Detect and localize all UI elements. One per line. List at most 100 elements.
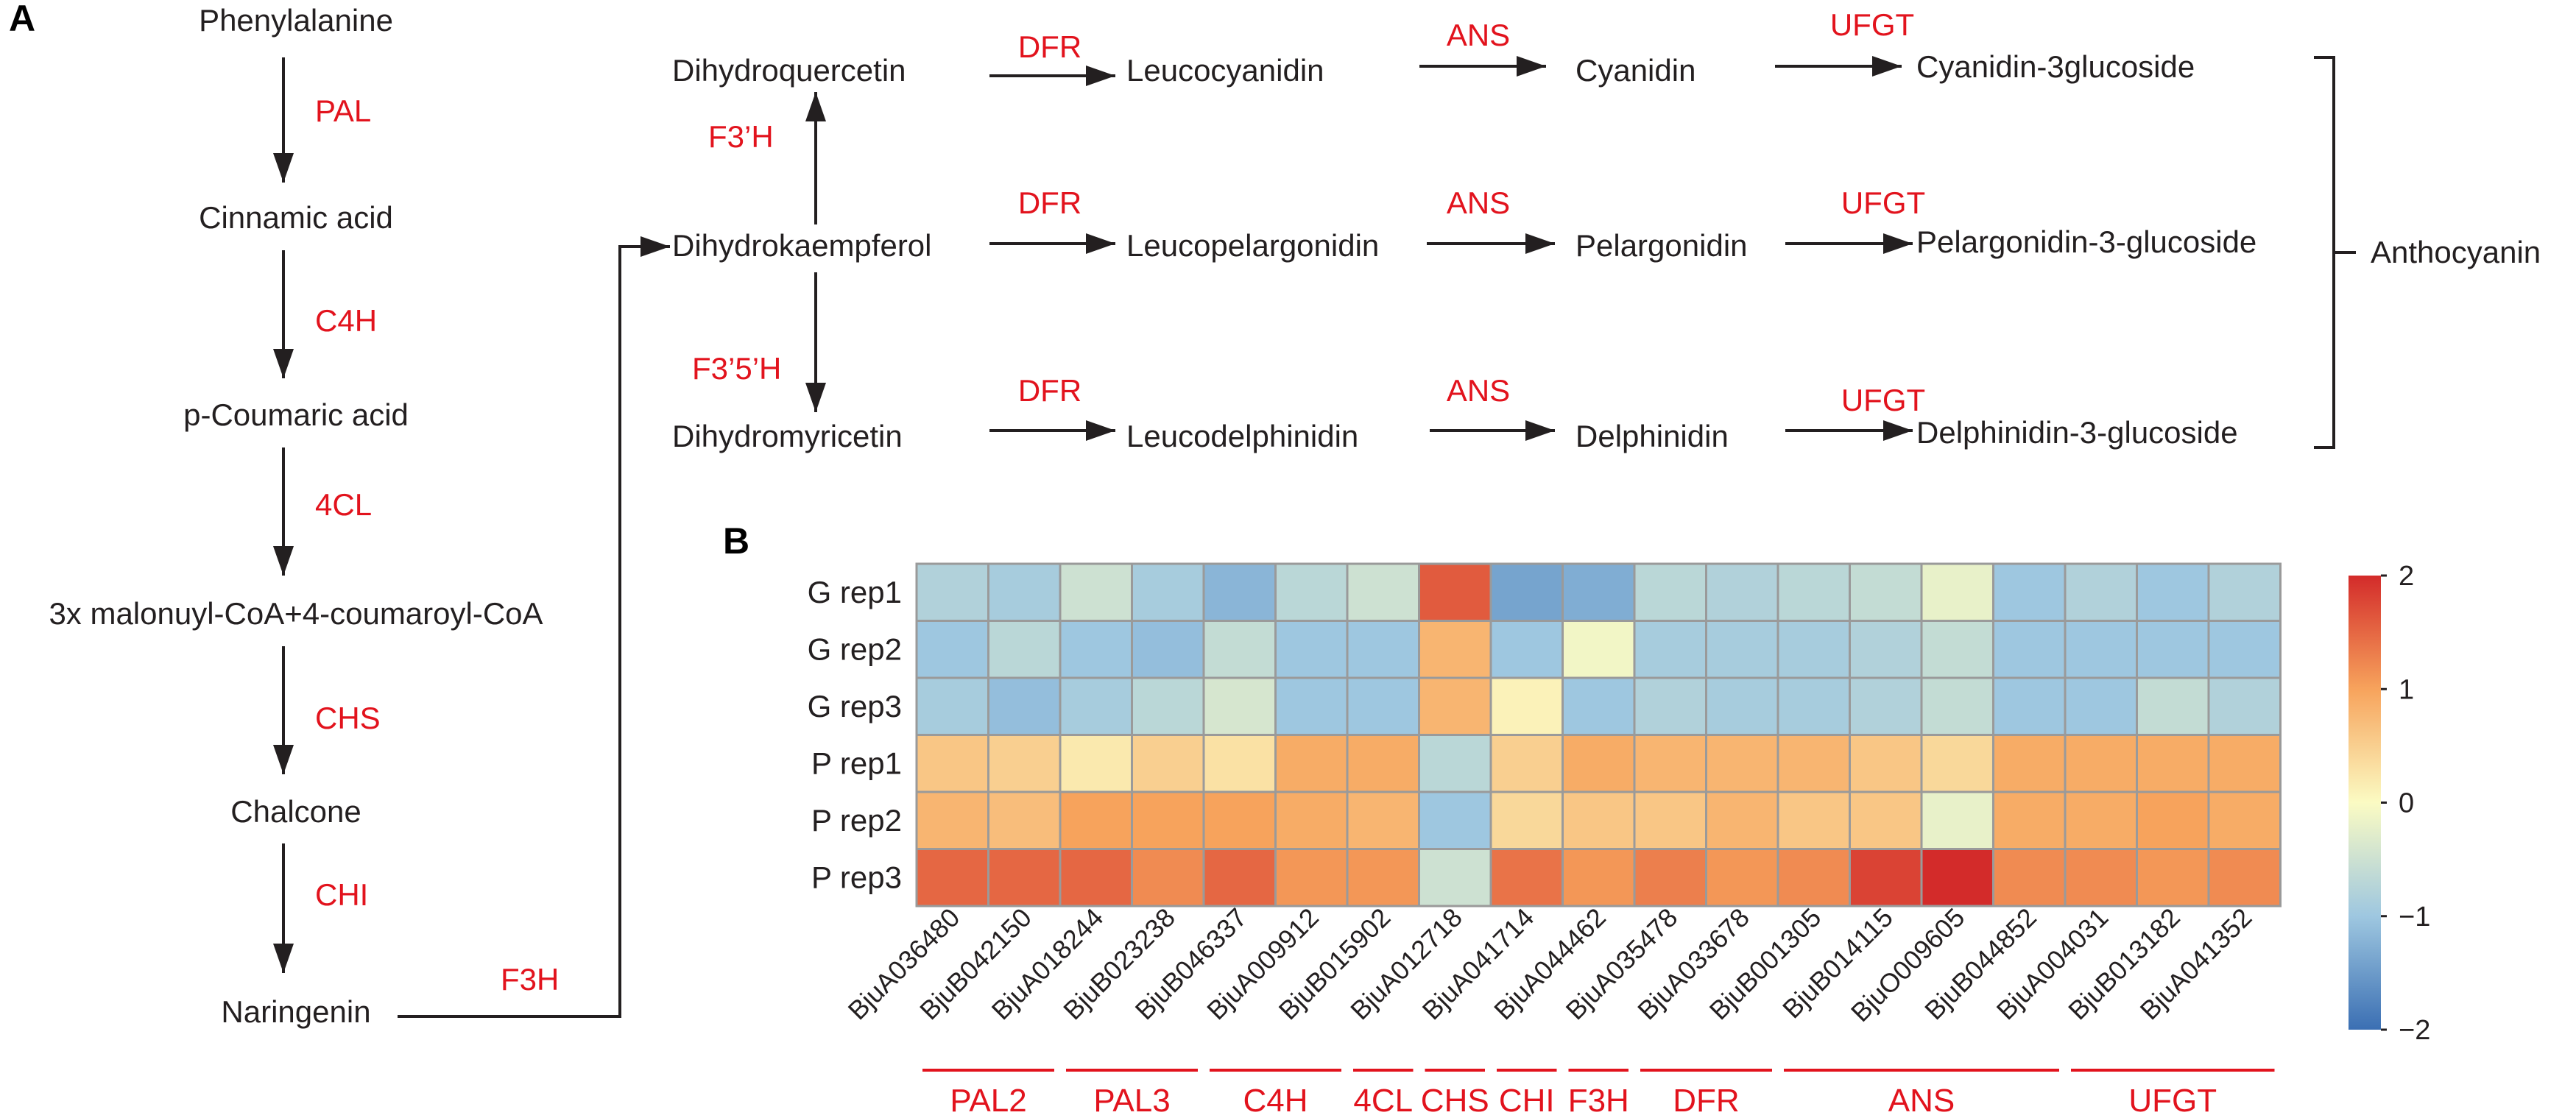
panel-label-a: A bbox=[9, 0, 35, 39]
colorbar-tick-label: −2 bbox=[2399, 1015, 2430, 1046]
heatmap-cell bbox=[1489, 734, 1564, 793]
gene-group-label: C4H bbox=[1243, 1083, 1308, 1118]
colorbar: 2 1 0 −1 −2 bbox=[2349, 561, 2430, 1046]
heatmap-cell bbox=[2207, 848, 2282, 908]
compound-leucocyanidin: Leucocyanidin bbox=[1126, 53, 1324, 88]
heatmap-cell bbox=[1346, 790, 1420, 850]
heatmap-cell bbox=[1418, 848, 1492, 908]
heatmap-cell bbox=[1849, 734, 1923, 793]
heatmap-cell bbox=[1131, 734, 1205, 793]
heatmap-cell bbox=[1131, 562, 1205, 622]
heatmap-cell bbox=[1202, 848, 1277, 908]
heatmap-cell bbox=[1776, 562, 1851, 622]
heatmap-cell bbox=[1562, 620, 1636, 679]
heatmap-cell bbox=[1274, 790, 1349, 850]
heatmap-cell bbox=[1059, 848, 1133, 908]
compound-cyanidin: Cyanidin bbox=[1575, 53, 1695, 88]
heatmap-cell bbox=[1776, 676, 1851, 736]
heatmap-cell bbox=[2207, 734, 2282, 793]
compound-cinnamic-acid: Cinnamic acid bbox=[199, 200, 393, 235]
heatmap-cell bbox=[2136, 620, 2210, 679]
heatmap-cell bbox=[915, 790, 989, 850]
heatmap-cell bbox=[1920, 562, 1994, 622]
heatmap-cell bbox=[1202, 790, 1277, 850]
heatmap-cell bbox=[1489, 848, 1564, 908]
heatmap-cell bbox=[1489, 620, 1564, 679]
enzyme-ans-3: ANS bbox=[1447, 373, 1510, 408]
heatmap-cell bbox=[987, 848, 1062, 908]
heatmap-cell bbox=[915, 562, 989, 622]
heatmap-cell bbox=[1202, 734, 1277, 793]
heatmap-cell bbox=[1489, 562, 1564, 622]
heatmap-cell bbox=[2207, 562, 2282, 622]
heatmap-cell bbox=[1274, 734, 1349, 793]
heatmap-cell bbox=[1920, 620, 1994, 679]
heatmap-cell bbox=[1705, 734, 1779, 793]
compound-delphinidin-3-glucoside: Delphinidin-3-glucoside bbox=[1916, 415, 2238, 450]
heatmap-cell bbox=[1059, 562, 1133, 622]
heatmap-cell bbox=[2064, 790, 2138, 850]
heatmap-row-label: P rep2 bbox=[811, 803, 902, 838]
heatmap-column-labels: BjuA036480BjuB042150BjuA018244BjuB023238… bbox=[842, 902, 2258, 1028]
gene-group-label: DFR bbox=[1673, 1083, 1739, 1118]
compound-cyanidin-3glucoside: Cyanidin-3glucoside bbox=[1916, 49, 2195, 84]
compound-delphinidin: Delphinidin bbox=[1575, 419, 1729, 453]
heatmap-cell bbox=[1202, 562, 1277, 622]
colorbar-gradient bbox=[2349, 576, 2381, 1030]
enzyme-ans-1: ANS bbox=[1447, 18, 1510, 52]
compound-chalcone: Chalcone bbox=[230, 794, 361, 829]
heatmap-cell bbox=[1059, 676, 1133, 736]
heatmap-cell bbox=[1992, 620, 2067, 679]
heatmap-cell bbox=[1274, 676, 1349, 736]
colorbar-tick-label: 2 bbox=[2399, 561, 2414, 592]
heatmap-cell bbox=[1562, 734, 1636, 793]
heatmap-cell bbox=[2136, 848, 2210, 908]
heatmap-cell bbox=[1705, 620, 1779, 679]
heatmap-cell bbox=[987, 562, 1062, 622]
heatmap-cell bbox=[1346, 734, 1420, 793]
heatmap-cell bbox=[1562, 676, 1636, 736]
heatmap-cell bbox=[2064, 620, 2138, 679]
heatmap-cell bbox=[915, 620, 989, 679]
heatmap-cell bbox=[1274, 562, 1349, 622]
heatmap-cell bbox=[1633, 676, 1707, 736]
heatmap-cell bbox=[2136, 676, 2210, 736]
heatmap-cell bbox=[1705, 790, 1779, 850]
heatmap-cell bbox=[1633, 620, 1707, 679]
compound-leucodelphinidin: Leucodelphinidin bbox=[1126, 419, 1358, 453]
heatmap-cell bbox=[1992, 734, 2067, 793]
heatmap-cell bbox=[1633, 562, 1707, 622]
enzyme-4cl: 4CL bbox=[315, 487, 372, 522]
heatmap-cell bbox=[1562, 848, 1636, 908]
heatmap-cell bbox=[1131, 620, 1205, 679]
heatmap-cell bbox=[915, 676, 989, 736]
heatmap-row-labels: G rep1 G rep2 G rep3 P rep1 P rep2 P rep3 bbox=[808, 575, 902, 895]
heatmap-cell bbox=[1131, 676, 1205, 736]
heatmap-cell bbox=[2064, 734, 2138, 793]
compound-dihydroquercetin: Dihydroquercetin bbox=[672, 53, 906, 88]
heatmap-cell bbox=[1489, 790, 1564, 850]
heatmap-cell bbox=[1346, 562, 1420, 622]
compound-dihydrokaempferol: Dihydrokaempferol bbox=[672, 228, 932, 263]
heatmap-cell bbox=[1418, 676, 1492, 736]
heatmap-cell bbox=[1202, 676, 1277, 736]
gene-group-label: CHS bbox=[1421, 1083, 1489, 1118]
heatmap-cell bbox=[1633, 848, 1707, 908]
linear-pathway: Phenylalanine PAL Cinnamic acid C4H p-Co… bbox=[49, 3, 670, 1029]
heatmap-cell bbox=[1418, 620, 1492, 679]
gene-group-label: UFGT bbox=[2128, 1083, 2217, 1118]
heatmap-cell bbox=[1346, 620, 1420, 679]
heatmap-cell bbox=[1059, 734, 1133, 793]
heatmap-cell bbox=[1992, 848, 2067, 908]
heatmap-cell bbox=[1776, 848, 1851, 908]
heatmap-cell bbox=[1920, 848, 1994, 908]
heatmap-cell bbox=[1562, 790, 1636, 850]
enzyme-dfr-1: DFR bbox=[1018, 29, 1081, 64]
enzyme-pal: PAL bbox=[315, 93, 371, 128]
heatmap-cell bbox=[1633, 734, 1707, 793]
heatmap-cell bbox=[1418, 734, 1492, 793]
heatmap-cell bbox=[1992, 790, 2067, 850]
enzyme-dfr-3: DFR bbox=[1018, 373, 1081, 408]
heatmap-cell bbox=[987, 620, 1062, 679]
